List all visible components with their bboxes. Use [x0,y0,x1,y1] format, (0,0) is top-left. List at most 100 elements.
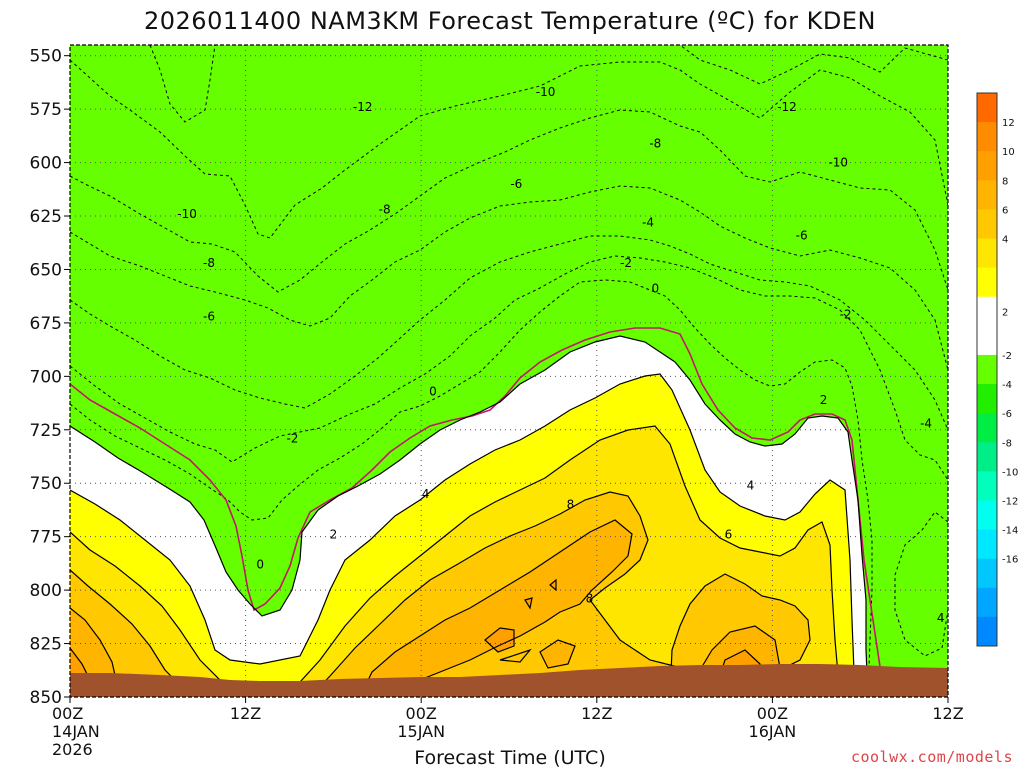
y-tick-label: 800 [30,581,62,601]
contour-6 [70,425,841,697]
contour-minus12b [149,45,216,123]
colorbar-bin [977,354,997,385]
x-tick-label: 12Z [581,704,612,723]
y-axis: 550 575 600 625 650 675 700 725 750 775 800 825 850 [30,47,70,708]
colorbar-tick-label: 6 [1002,205,1008,216]
contour-minus6 [70,235,948,431]
credit-text: coolwx.com/models [851,748,1013,766]
y-tick-label: 850 [30,688,62,708]
colorbar-bin [977,296,997,327]
contour-label: -10 [828,156,848,170]
colorbar-tick-label: -6 [1002,409,1012,420]
colorbar-bin [977,325,997,356]
colorbar-bin [977,413,997,443]
contour-minus8 [70,185,948,371]
colorbar-tick-label: -12 [1002,496,1018,507]
y-tick-label: 750 [30,474,62,494]
colorbar-bin [977,500,997,531]
contour-label: 8 [586,592,594,606]
colorbar-tick-label: -14 [1002,526,1018,537]
contour-label: -6 [203,309,215,323]
contour-lines [70,45,948,697]
x-tick-label: 00Z [52,704,83,723]
colorbar-bin [977,442,997,472]
contour-minus10 [70,109,948,293]
contour-label: -2 [840,307,852,321]
grid [70,45,948,697]
y-tick-label: 700 [30,367,62,387]
contour-minus12 [70,59,948,239]
y-tick-label: 725 [30,421,62,441]
colorbar-bin [977,180,997,210]
contour-label: -4 [642,215,654,229]
y-tick-label: 675 [30,314,62,334]
x-tick-label: 14JAN [52,722,100,741]
x-tick-label: 15JAN [397,722,445,741]
band-10 [70,520,780,697]
contour-label: -8 [379,203,391,217]
colorbar-bin [977,384,997,414]
contour-label: -10 [536,85,556,99]
x-axis-label: Forecast Time (UTC) [414,747,605,768]
contour-minus2b [894,511,948,657]
colorbar-tick-label: -4 [1002,380,1012,391]
colorbar-bin [977,616,997,647]
colorbar-bin [977,558,997,589]
contour-labels: -10 -12 -12 -8 -10 -6 -10 -8 -4 -6 -8 -2 0 -6 -2 0 2 -2 -4… [177,85,944,625]
contour-label: 0 [256,557,264,571]
contour-label: -4 [920,416,932,430]
contour-minus14 [679,45,948,85]
contour-label: 4 [937,611,945,625]
plot-area: -10 -12 -12 -8 -10 -6 -10 -8 -4 -6 -8 -2 0 -6 -2 0 2 -2 -4… [70,45,948,697]
contour-label: -6 [796,228,808,242]
contour-10 [70,519,781,697]
colorbar-bin [977,267,997,298]
contour-label: 4 [422,487,430,501]
x-tick-label: 12Z [932,704,963,723]
x-tick-label: 00Z [757,704,788,723]
colorbar-bin [977,151,997,181]
colorbar: 12 10 8 6 4 2 -2 -4 -6 -8 -10 -12 -14 -16 [976,92,1018,647]
contour-0 [70,327,887,697]
y-tick-label: 825 [30,635,62,655]
chart-title: 2026011400 NAM3KM Forecast Temperature (… [144,7,876,35]
colorbar-tick-label: 4 [1002,235,1008,246]
colorbar-tick-label: -8 [1002,438,1012,449]
y-tick-label: 650 [30,260,62,280]
x-tick-label: 00Z [406,704,437,723]
y-tick-label: 775 [30,528,62,548]
contour-label: 0 [652,282,660,296]
contour-label: 2 [330,528,338,542]
colorbar-bin [977,93,997,123]
colorbar-tick-label: 2 [1002,307,1008,318]
y-tick-label: 550 [30,47,62,67]
contour-label: 4 [747,478,755,492]
band-0-to-2-white [70,45,948,697]
contour-label: 8 [567,498,575,512]
x-tick-label: 12Z [230,704,261,723]
y-tick-label: 575 [30,100,62,120]
contour-label: -10 [177,207,197,221]
colorbar-tick-label: 8 [1002,176,1008,187]
x-tick-label: 16JAN [749,722,797,741]
colorbar-tick-label: -10 [1002,467,1018,478]
contour-label: 6 [725,528,733,542]
colorbar-bin [977,471,997,501]
contour-label: -6 [510,177,522,191]
colorbar-tick-label: -16 [1002,555,1018,566]
contour-label: -2 [286,431,298,445]
colorbar-tick-label: -2 [1002,351,1012,362]
plot-frame [69,44,949,698]
colorbar-bin [977,209,997,240]
contour-label: 2 [820,393,828,407]
colorbar-bin [977,529,997,560]
contour-2 [70,335,869,697]
contour-label: 0 [429,384,437,398]
contour-label: -8 [649,136,661,150]
y-tick-label: 600 [30,154,62,174]
colorbar-bin [977,587,997,618]
band-6 [70,426,840,697]
x-tick-label: 2026 [52,740,93,759]
